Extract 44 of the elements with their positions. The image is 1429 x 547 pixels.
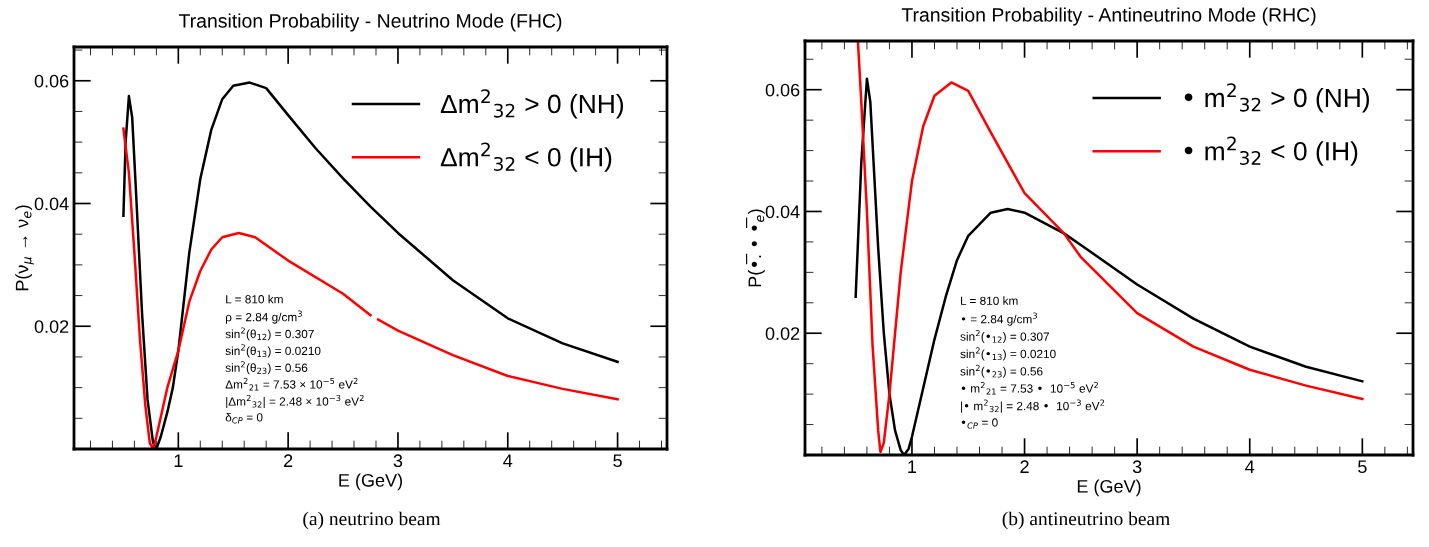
text: (a) neutrino beam (303, 511, 441, 530)
legend-label: Δm$^{2}$$_{32}$ > 0 (NH) (440, 89, 623, 119)
x-axis-title: E (GeV) (339, 473, 402, 491)
x-tick-label: 2 (284, 454, 293, 467)
x-tick-label: 5 (613, 454, 622, 468)
y-tick-label: 0.04 (765, 205, 800, 219)
x-axis-title: E (GeV) (1077, 479, 1141, 497)
x-tick-label: 3 (1132, 460, 1142, 474)
annotation: δ$_{CP}$ = 0 (225, 412, 263, 424)
chart-title: Transition Probability - Neutrino Mode (FHC) (178, 13, 562, 32)
annotation: Δm$^{2}$$_{21}$ = 7.53 × 10$^{−5}$ eV$^{2}$ (225, 377, 358, 391)
legend-label: • m$^{2}$$_{32}$ > 0 (NH) (1184, 83, 1369, 113)
annotation: • m$^{2}$$_{21}$ = 7.53 • 10$^{−5}$ eV$^{2}$ (961, 381, 1099, 395)
y-tick-label: 0.06 (34, 74, 69, 88)
annotation: • = 2.84 g/cm$^{3}$ (961, 312, 1038, 326)
y-tick-label: 0.06 (765, 83, 800, 97)
y-axis-title: P(ν$_{μ}$ → ν$_{e}$) (15, 205, 34, 291)
x-tick-label: 1 (174, 454, 183, 467)
x-tick-label: 4 (1245, 460, 1255, 473)
x-tick-label: 3 (393, 454, 403, 468)
annotation: L = 810 km (226, 294, 283, 304)
annotation: sin$^{2}$(θ$_{13}$) = 0.0210 (225, 344, 321, 358)
x-tick-label: 5 (1358, 460, 1367, 474)
y-tick-label: 0.02 (765, 327, 800, 340)
x-tick-label: 2 (1020, 460, 1029, 473)
y-tick-label: 0.02 (34, 320, 69, 333)
annotation: sin$^{2}$(θ$_{23}$) = 0.56 (225, 361, 308, 375)
x-tick-label: 4 (503, 454, 513, 467)
annotation: ρ = 2.84 g/cm$^{3}$ (225, 310, 302, 324)
x-tick-label: 1 (908, 460, 917, 473)
annotation: |• m$^{2}$$_{32}$| = 2.48 • 10$^{−3}$ eV$^{2}$ (961, 399, 1105, 413)
chart-title: Transition Probability - Antineutrino Mode (RHC) (901, 7, 1316, 26)
annotation: sin$^{2}$(•$_{13}$) = 0.0210 (960, 347, 1056, 361)
y-tick-label: 0.04 (34, 197, 69, 211)
legend-label: Δm$^{2}$$_{32}$ < 0 (IH) (440, 142, 612, 172)
annotation: sin$^{2}$(•$_{12}$) = 0.307 (960, 329, 1050, 344)
annotation: |Δm$^{2}$$_{32}$| = 2.48 × 10$^{−3}$ eV$^{2}$ (226, 394, 364, 409)
text: (b) antineutrino beam (1002, 511, 1170, 530)
y-axis-title: P(•̅. • •̅$_{e}$) (746, 209, 765, 287)
annotation: L = 810 km (961, 296, 1018, 305)
annotation: •$_{CP}$ = 0 (961, 418, 998, 429)
annotation: sin$^{2}$(θ$_{12}$) = 0.307 (225, 327, 314, 341)
annotation: sin$^{2}$(•$_{23}$) = 0.56 (960, 364, 1043, 378)
legend-label: • m$^{2}$$_{32}$ < 0 (IH) (1184, 136, 1358, 166)
